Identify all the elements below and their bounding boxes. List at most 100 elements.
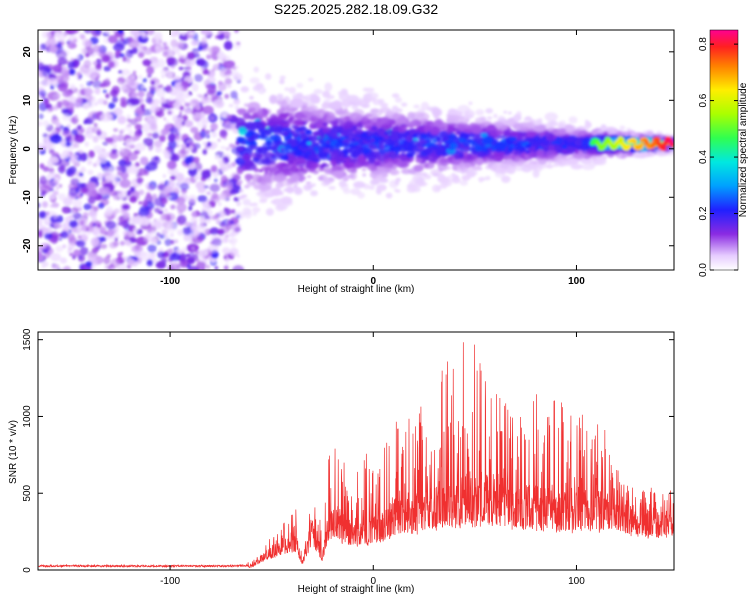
spectrogram-noise-blob [202,125,207,129]
spectrogram-noise-blob [38,121,43,127]
spectrogram-signal-blob [281,127,292,132]
spectrogram-noise-blob [230,90,238,99]
spectrogram-signal-blob [494,121,504,128]
spectrogram-signal-blob [390,115,398,119]
spectrogram-signal-blob [257,110,263,114]
spectrogram-noise-blob [94,102,98,106]
spectrogram-noise-blob [129,118,138,126]
spectrogram-noise-blob [96,58,103,65]
spectrogram-signal-blob [289,98,304,108]
spectrogram-noise-blob [184,120,194,128]
spectrogram-noise-blob [38,95,42,99]
spectrogram-xlabel: Height of straight line (km) [298,284,415,295]
spectrogram-noise-blob [181,80,190,88]
snr-x-ticks: -100 0 100 [160,332,585,587]
x-tick-label: 100 [568,576,585,587]
spectrogram-signal-blob [501,175,511,183]
spectrogram-noise-blob [236,201,242,207]
spectrogram-noise-blob [224,93,230,99]
spectrogram-noise-blob [118,159,127,167]
spectrogram-signal-blob [348,146,362,155]
spectrogram-signal-blob [257,136,262,139]
spectrogram-noise-blob [184,107,193,114]
spectrogram-noise-blob [42,120,50,127]
spectrogram-signal-blob [279,79,285,85]
spectrogram-signal-blob [640,150,649,158]
spectrogram-noise-blob [123,190,127,195]
spectrogram-noise-blob [201,36,208,45]
spectrogram-signal-blob [290,166,298,173]
spectrogram-signal-blob [396,159,410,169]
spectrogram-noise-blob [199,130,207,139]
spectrogram-signal-blob [445,183,449,186]
spectrogram-noise-blob [147,142,154,150]
spectrogram-signal-blob [584,119,589,124]
spectrogram-noise-blob [55,245,64,253]
spectrogram-noise-blob [120,37,124,41]
spectrogram-noise-blob [132,70,137,74]
spectrogram-noise-blob [79,246,89,256]
spectrogram-noise-blob [108,180,113,186]
spectrogram-signal-blob [401,152,405,156]
spectrogram-noise-blob [165,85,173,93]
spectrogram-noise-blob [157,251,165,259]
spectrogram-noise-blob [176,202,187,213]
spectrogram-signal-blob [361,167,367,172]
spectrogram-signal-blob [368,143,377,150]
spectrogram-signal-blob [355,130,361,135]
spectrogram-noise-blob [176,196,186,205]
spectrogram-signal-blob [236,147,244,151]
spectrogram-noise-blob [103,66,111,72]
spectrogram-noise-blob [95,63,102,70]
spectrogram-peak-blob [625,144,632,149]
spectrogram-noise-blob [149,57,154,61]
spectrogram-noise-blob [60,257,67,264]
spectrogram-noise-blob [214,214,218,219]
spectrogram-signal-blob [382,153,389,160]
spectrogram-noise-blob [128,49,134,54]
spectrogram-noise-blob [217,82,227,91]
spectrogram-signal-blob [453,165,459,170]
spectrogram-signal-blob [488,130,499,138]
spectrogram-noise-blob [159,134,166,143]
spectrogram-noise-blob [179,91,185,98]
spectrogram-signal-blob [354,164,362,169]
spectrogram-signal-blob [395,152,400,156]
spectrogram-noise-blob [122,56,128,62]
spectrogram-noise-blob [223,121,235,131]
spectrogram-noise-blob [73,161,81,167]
spectrogram-signal-blob [287,160,294,165]
spectrogram-noise-blob [163,46,169,50]
spectrogram-signal-blob [483,142,493,148]
spectrogram-noise-blob [151,60,159,70]
spectrogram-signal-blob [296,166,305,173]
spectrogram-signal-blob [277,190,284,196]
spectrogram-noise-blob [99,236,106,242]
spectrogram-noise-blob [104,265,109,269]
spectrogram-signal-blob [557,129,564,134]
spectrogram-noise-blob [139,251,151,262]
spectrogram-noise-blob [38,229,43,235]
spectrogram-signal-blob [473,165,480,171]
spectrogram-signal-blob [274,135,282,142]
spectrogram-signal-blob [513,157,521,163]
spectrogram-noise-blob [105,137,114,143]
y-tick-label: 10 [22,94,33,106]
spectrogram-noise-blob [146,184,155,191]
spectrogram-noise-blob [166,223,178,233]
spectrogram-noise-blob [107,61,115,68]
spectrogram-noise-blob [88,150,95,159]
spectrogram-signal-blob [349,112,363,122]
spectrogram-signal-blob [383,145,392,153]
spectrogram-signal-blob [438,131,448,137]
spectrogram-signal-blob [311,183,316,187]
spectrogram-noise-blob [175,132,181,137]
spectrogram-noise-blob [157,84,164,89]
spectrogram-noise-blob [38,246,43,251]
spectrogram-signal-blob [348,158,357,163]
spectrogram-signal-blob [270,166,279,173]
spectrogram-noise-blob [210,165,218,173]
spectrogram-noise-blob [143,47,154,55]
spectrogram-signal-blob [419,132,427,140]
spectrogram-noise-blob [181,247,188,253]
